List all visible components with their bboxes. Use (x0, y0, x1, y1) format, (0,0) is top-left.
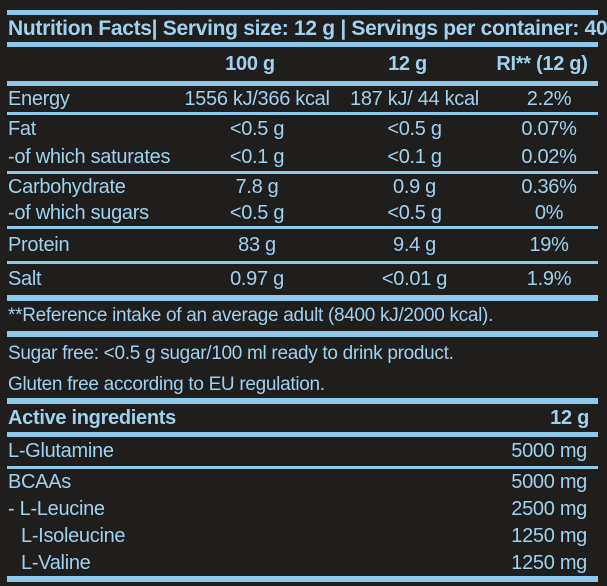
ingredient-amount: 2500 mg (511, 498, 587, 520)
value-per-12g: <0.01 g (381, 268, 448, 290)
ingredient-row: BCAAs 5000 mg (7, 469, 598, 496)
ingredient-name: L-Glutamine (8, 440, 114, 462)
ingredient-row: L-Valine 1250 mg (7, 550, 598, 576)
nutrition-group: Fat <0.5 g <0.5 g 0.07% -of which saturates <… (7, 115, 598, 174)
nutrient-name: Carbohydrate (8, 175, 126, 198)
value-per-12g: 187 kJ/ 44 kcal (350, 87, 479, 110)
ingredient-row: L-Isoleucine 1250 mg (7, 523, 598, 550)
column-header-12g: 12 g (388, 52, 427, 75)
reference-bottom-rule (7, 331, 598, 337)
value-per-12g: <0.5 g (387, 201, 442, 224)
ingredient-amount: 1250 mg (511, 525, 587, 547)
nutrient-name: Salt (8, 268, 42, 290)
value-ri-percent: 0.02% (521, 145, 577, 168)
label-title: Nutrition Facts (8, 16, 152, 40)
nutrition-row: Carbohydrate 7.8 g 0.9 g 0.36% (7, 174, 598, 200)
column-header-100g: 100 g (225, 52, 275, 75)
value-per-12g: <0.1 g (387, 145, 442, 168)
nutrition-group: Energy 1556 kJ/366 kcal 187 kJ/ 44 kcal 2.2… (7, 86, 598, 115)
active-ingredients-header-rule (7, 432, 598, 437)
value-per-12g: 0.9 g (393, 175, 436, 198)
value-per-100g: 83 g (238, 233, 276, 256)
column-header-ri: RI** (12 g) (496, 52, 588, 75)
value-ri-percent: 2.2% (526, 87, 572, 110)
active-ingredients-top-rule (7, 398, 598, 404)
top-spacer (0, 0, 607, 10)
ingredient-name: L-Isoleucine (21, 525, 126, 547)
nutrition-group: Salt 0.97 g <0.01 g 1.9% (7, 264, 598, 295)
ingredient-name: BCAAs (8, 471, 71, 493)
value-ri-percent: 19% (529, 233, 569, 256)
ingredient-row: L-Glutamine 5000 mg (7, 437, 598, 466)
active-ingredients-rows: L-Glutamine 5000 mg BCAAs 5000 mg - L-Leucin… (0, 437, 607, 576)
bottom-rule (7, 576, 598, 582)
nutrient-name: Energy (8, 87, 70, 110)
ingredient-amount: 1250 mg (511, 551, 587, 574)
nutrient-name: -of which saturates (8, 145, 171, 168)
ingredient-group: L-Glutamine 5000 mg (7, 437, 598, 469)
value-per-12g: 9.4 g (393, 233, 436, 256)
nutrition-row: Salt 0.97 g <0.01 g 1.9% (7, 264, 598, 295)
active-ingredients-amount-header: 12 g (550, 406, 589, 429)
nutrition-row: Fat <0.5 g <0.5 g 0.07% (7, 115, 598, 143)
value-per-100g: 1556 kJ/366 kcal (184, 87, 330, 110)
label-header: Nutrition Facts | Serving size: 12 g | S… (0, 15, 607, 42)
sugar-free-note: Sugar free: <0.5 g sugar/100 ml ready to… (8, 343, 454, 364)
nutrient-name: -of which sugars (8, 201, 149, 224)
active-ingredients-title: Active ingredients (8, 406, 176, 429)
header-rule (7, 42, 598, 47)
nutrient-name: Protein (8, 233, 70, 256)
value-ri-percent: 0.07% (521, 117, 577, 140)
column-header-rule (7, 81, 598, 86)
nutrition-row: -of which sugars <0.5 g <0.5 g 0% (7, 200, 598, 226)
column-header-row: 100 g 12 g RI** (12 g) (0, 47, 607, 81)
nutrient-name: Fat (8, 117, 36, 140)
ingredient-group: BCAAs 5000 mg - L-Leucine 2500 mg L-Isoleuci… (7, 469, 598, 576)
value-per-100g: 0.97 g (230, 268, 284, 290)
nutrition-group: Protein 83 g 9.4 g 19% (7, 229, 598, 264)
value-ri-percent: 1.9% (526, 268, 572, 290)
nutrition-row: Energy 1556 kJ/366 kcal 187 kJ/ 44 kcal 2.2… (7, 86, 598, 112)
top-rule (7, 10, 598, 15)
bottom-spacer (0, 582, 607, 586)
reference-intake-note: **Reference intake of an average adult (… (8, 305, 494, 326)
value-per-12g: <0.5 g (387, 117, 442, 140)
nutrition-group: Carbohydrate 7.8 g 0.9 g 0.36% -of which sug… (7, 174, 598, 229)
ingredient-name: - L-Leucine (8, 498, 105, 520)
label-serving-info: | Serving size: 12 g | Servings per cont… (151, 16, 607, 40)
value-ri-percent: 0.36% (521, 175, 577, 198)
value-per-100g: <0.1 g (229, 145, 285, 168)
value-per-100g: 7.8 g (235, 175, 279, 198)
active-ingredients-header: Active ingredients 12 g (0, 404, 607, 432)
nutrition-rows: Energy 1556 kJ/366 kcal 187 kJ/ 44 kcal 2.2… (0, 86, 607, 295)
value-per-100g: <0.5 g (229, 117, 285, 140)
salt-bottom-rule (7, 295, 598, 301)
value-ri-percent: 0% (534, 201, 564, 224)
ingredient-amount: 5000 mg (511, 440, 587, 462)
nutrition-row: -of which saturates <0.1 g <0.1 g 0.02% (7, 143, 598, 171)
ingredient-amount: 5000 mg (511, 471, 587, 493)
nutrition-row: Protein 83 g 9.4 g 19% (7, 229, 598, 261)
value-per-100g: <0.5 g (229, 201, 285, 224)
ingredient-name: L-Valine (21, 551, 91, 574)
ingredient-row: - L-Leucine 2500 mg (7, 496, 598, 523)
gluten-free-note: Gluten free according to EU regulation. (8, 373, 325, 395)
